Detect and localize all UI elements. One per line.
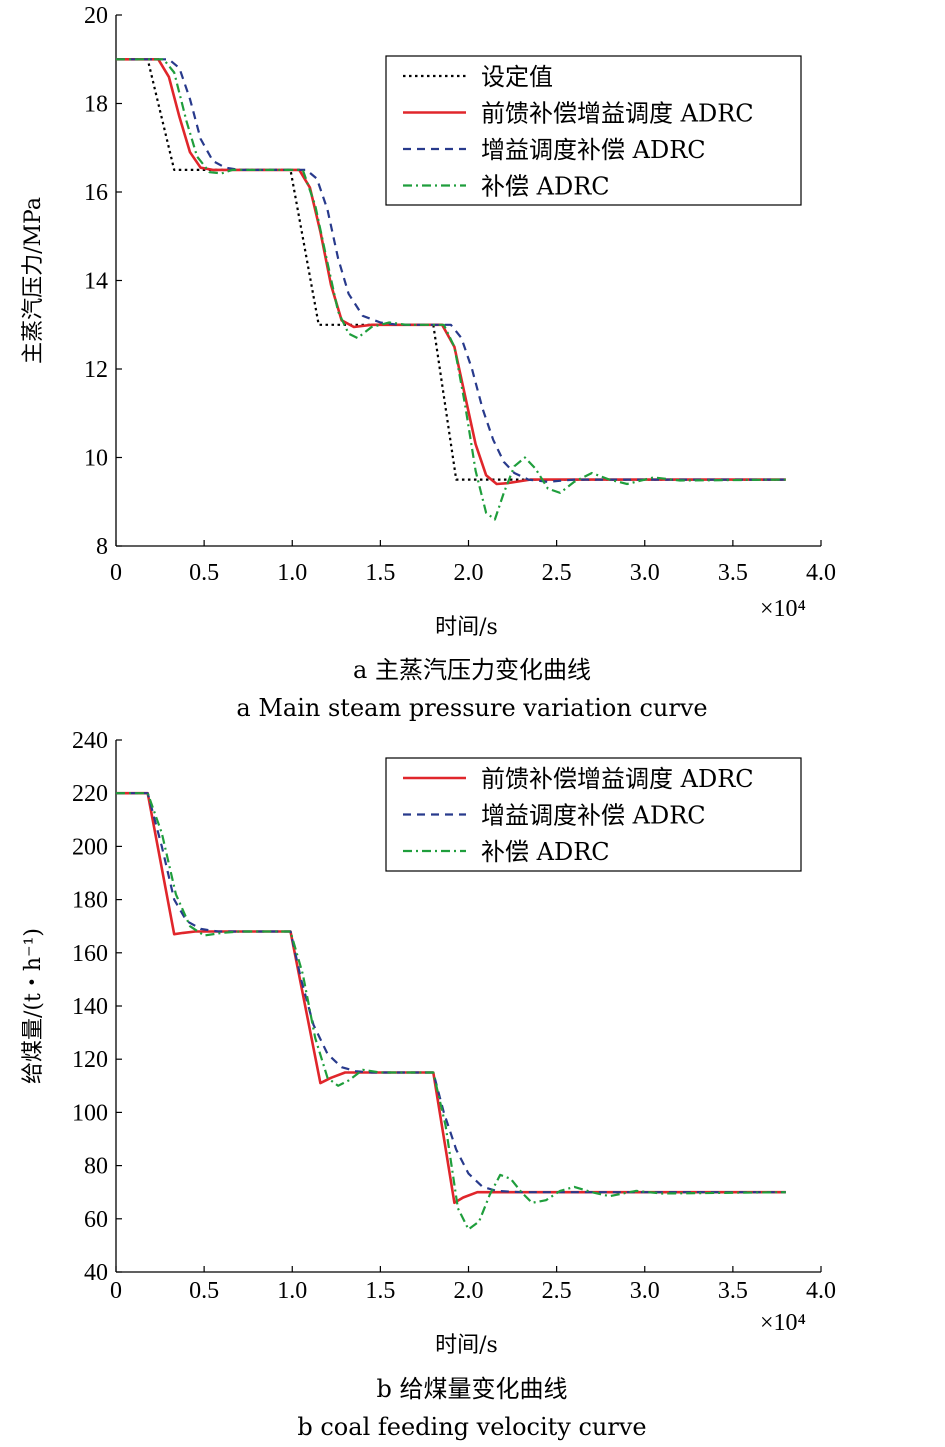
y-axis-label: 主蒸汽压力/MPa: [21, 197, 46, 364]
chart-a: 0 0.5 1.0 1.5 2.0 2.5 3.0 3.5 4.0 8 10 12 14 16 18 20 ×1…: [21, 3, 836, 722]
y-tick-label: 140: [72, 994, 108, 1020]
y-tick-label: 220: [72, 781, 108, 807]
x-tick-label: 1.0: [277, 560, 307, 586]
x-tick-label: 2.5: [542, 560, 572, 586]
series-line-1: [116, 791, 786, 1205]
legend-label: 补偿 ADRC: [481, 173, 610, 201]
x-tick-label: 2.0: [454, 560, 484, 586]
x-multiplier-label: ×10⁴: [760, 1310, 806, 1336]
y-tick-label: 40: [84, 1260, 108, 1286]
caption-english: a Main steam pressure variation curve: [236, 694, 707, 722]
y-tick-label: 200: [72, 834, 108, 860]
caption-english: b coal feeding velocity curve: [297, 1413, 646, 1441]
caption-chinese: a 主蒸汽压力变化曲线: [353, 656, 591, 684]
legend-label: 前馈补偿增益调度 ADRC: [481, 100, 754, 128]
x-tick-label: 0: [110, 1278, 122, 1304]
x-tick-label: 2.0: [454, 1278, 484, 1304]
x-multiplier-label: ×10⁴: [760, 596, 806, 622]
y-tick-label: 10: [84, 446, 108, 472]
y-axis-label: 给煤量/(t・h⁻¹): [21, 928, 46, 1084]
x-axis-label: 时间/s: [435, 1333, 498, 1358]
y-tick-label: 100: [72, 1100, 108, 1126]
legend-label: 设定值: [481, 63, 553, 91]
x-tick-label: 0.5: [189, 560, 219, 586]
y-tick-label: 20: [84, 3, 108, 29]
legend-box: [385, 55, 802, 206]
series-line-3: [116, 58, 786, 483]
legend-label: 前馈补偿增益调度 ADRC: [481, 765, 754, 793]
series-line-2: [116, 57, 786, 486]
x-tick-label: 0.5: [189, 1278, 219, 1304]
x-tick-label: 4.0: [806, 1278, 836, 1304]
y-tick-label: 8: [96, 534, 108, 560]
x-tick-label: 3.0: [630, 1278, 660, 1304]
x-tick-label: 1.5: [365, 560, 395, 586]
y-tick-label: 60: [84, 1207, 108, 1233]
y-tick-label: 120: [72, 1047, 108, 1073]
legend-label: 补偿 ADRC: [481, 838, 610, 866]
x-tick-label: 3.5: [718, 1278, 748, 1304]
legend: 前馈补偿增益调度 ADRC 增益调度补偿 ADRC 补偿 ADRC: [385, 757, 802, 872]
series-line-4: [116, 58, 786, 521]
y-tick-label: 160: [72, 941, 108, 967]
x-tick-label: 1.5: [365, 1278, 395, 1304]
series-line-3: [116, 792, 786, 1231]
x-tick-label: 2.5: [542, 1278, 572, 1304]
legend-label: 增益调度补偿 ADRC: [481, 802, 706, 830]
series-line-2: [116, 792, 786, 1194]
x-tick-label: 0: [110, 560, 122, 586]
x-tick-label: 4.0: [806, 560, 836, 586]
y-tick-label: 180: [72, 888, 108, 914]
x-tick-label: 3.0: [630, 560, 660, 586]
x-tick-label: 1.0: [277, 1278, 307, 1304]
y-tick-label: 16: [84, 180, 108, 206]
legend-label: 增益调度补偿 ADRC: [481, 136, 706, 164]
y-tick-label: 14: [84, 269, 108, 295]
y-tick-label: 80: [84, 1154, 108, 1180]
caption-chinese: b 给煤量变化曲线: [377, 1375, 568, 1403]
y-tick-label: 18: [84, 92, 108, 118]
y-tick-label: 240: [72, 728, 108, 754]
x-tick-label: 3.5: [718, 560, 748, 586]
y-tick-label: 12: [84, 357, 108, 383]
chart-b: 0 0.5 1.0 1.5 2.0 2.5 3.0 3.5 4.0 40 60 80 100 120 140…: [21, 728, 836, 1441]
x-axis-label: 时间/s: [435, 615, 498, 640]
